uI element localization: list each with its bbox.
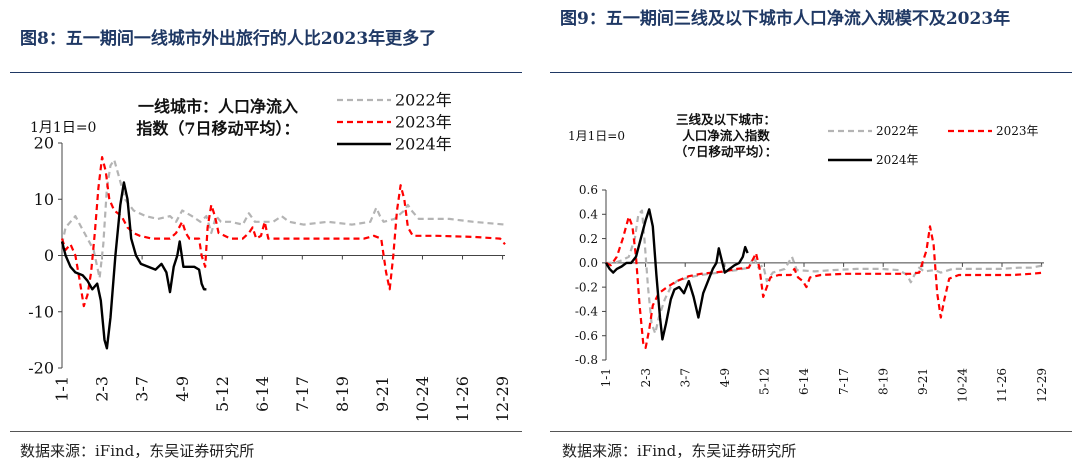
source-rule	[550, 431, 1072, 432]
x-tick-label: 11-26	[453, 376, 472, 422]
x-tick-label: 7-17	[293, 376, 312, 412]
x-tick-label: 1-1	[53, 376, 72, 402]
line-chart-first-tier: -20 -10 0 10 20 1-1 2-3 3-7 4-9 5-12 6-14 7-17 8-19 9…	[28, 91, 512, 423]
x-tick-label: 4-9	[718, 368, 732, 387]
y-tick-label: -20	[28, 359, 54, 378]
x-tick-label: 3-7	[133, 376, 152, 402]
figure-title: 图8：五一期间一线城市外出旅行的人比2023年更多了	[20, 29, 437, 49]
x-tick-label: 2-3	[93, 376, 112, 402]
chart-title: 一线城市：人口净流入指数（7日移动平均）：	[136, 97, 299, 138]
y-tick-label: -0.8	[575, 353, 598, 367]
x-tick-label: 3-7	[678, 368, 692, 387]
y-tick-label: 0.6	[579, 183, 598, 197]
y-tick-label: 20	[34, 134, 54, 153]
x-tick-label: 6-14	[797, 368, 811, 395]
y-tick-label: -0.4	[575, 305, 599, 319]
legend-label: 2022年	[395, 91, 452, 110]
title-rule	[550, 72, 1072, 73]
y-tick-label: 0.4	[579, 207, 598, 221]
legend-label: 2023年	[395, 113, 452, 132]
x-tick-label: 5-12	[213, 376, 232, 412]
x-tick-label: 2-3	[639, 368, 653, 387]
series-line-2	[605, 215, 1045, 349]
x-tick-label: 11-26	[995, 368, 1009, 403]
x-tick-label: 5-12	[758, 368, 772, 395]
legend-label: 2023年	[996, 124, 1039, 138]
figure-title: 图9：五一期间三线及以下城市人口净流入规模不及2023年	[560, 9, 1011, 29]
y-axis-label: 1月1日=0	[568, 129, 625, 143]
y-tick-label: 10	[34, 190, 54, 209]
x-tick-label: 4-9	[173, 376, 192, 402]
y-tick-label: 0	[44, 246, 54, 265]
x-tick-label: 8-19	[333, 376, 352, 412]
figure-panel-left: 图8：五一期间一线城市外出旅行的人比2023年更多了 -20 -10 0 10 20 1-…	[0, 0, 530, 475]
series-line-3	[60, 181, 207, 350]
x-tick-label: 8-19	[876, 368, 890, 395]
y-axis-label: 1月1日=0	[30, 120, 96, 136]
legend-label: 2024年	[395, 135, 452, 154]
title-rule	[10, 72, 522, 73]
legend-label: 2022年	[876, 124, 919, 138]
x-tick-label: 10-24	[956, 368, 970, 403]
y-tick-label: -10	[28, 302, 54, 321]
series-line-3	[604, 208, 749, 341]
data-source: 数据来源：iFind，东吴证券研究所	[562, 442, 797, 460]
data-source: 数据来源：iFind，东吴证券研究所	[20, 442, 255, 460]
x-tick-label: 12-29	[493, 376, 512, 422]
source-rule	[10, 431, 522, 432]
series-line-1	[60, 158, 506, 280]
chart-title: 三线及以下城市：人口净流入指数（7日移动平均）：	[675, 112, 777, 159]
x-tick-label: 10-24	[413, 376, 432, 422]
x-tick-label: 7-17	[837, 368, 851, 395]
x-tick-label: 1-1	[599, 368, 613, 387]
x-tick-label: 9-21	[916, 368, 930, 395]
y-tick-label: 0.0	[579, 256, 598, 270]
x-tick-label: 12-29	[1035, 368, 1049, 403]
y-tick-label: 0.2	[579, 232, 598, 246]
figure-panel-right: 图9：五一期间三线及以下城市人口净流入规模不及2023年 -0.8 -0.6 -0.…	[548, 0, 1080, 475]
line-chart-third-tier: -0.8 -0.6 -0.4 -0.2 0.0 0.2 0.4 0.6 1-1 2-3 3-7 4-9…	[568, 112, 1049, 403]
x-tick-label: 9-21	[373, 376, 392, 412]
series-line-2	[60, 156, 506, 308]
series-line-1	[606, 209, 1045, 335]
legend-label: 2024年	[876, 153, 919, 167]
y-tick-label: -0.6	[575, 329, 598, 343]
y-tick-label: -0.2	[575, 280, 598, 294]
x-tick-label: 6-14	[253, 376, 272, 412]
